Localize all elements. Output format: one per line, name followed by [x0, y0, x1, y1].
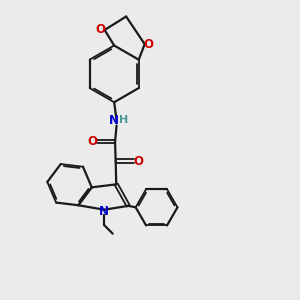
Text: N: N — [99, 205, 109, 218]
Text: O: O — [87, 135, 98, 148]
Text: H: H — [119, 115, 129, 125]
Text: N: N — [109, 114, 119, 127]
Text: O: O — [96, 23, 106, 37]
Text: O: O — [144, 38, 154, 51]
Text: O: O — [134, 154, 143, 167]
